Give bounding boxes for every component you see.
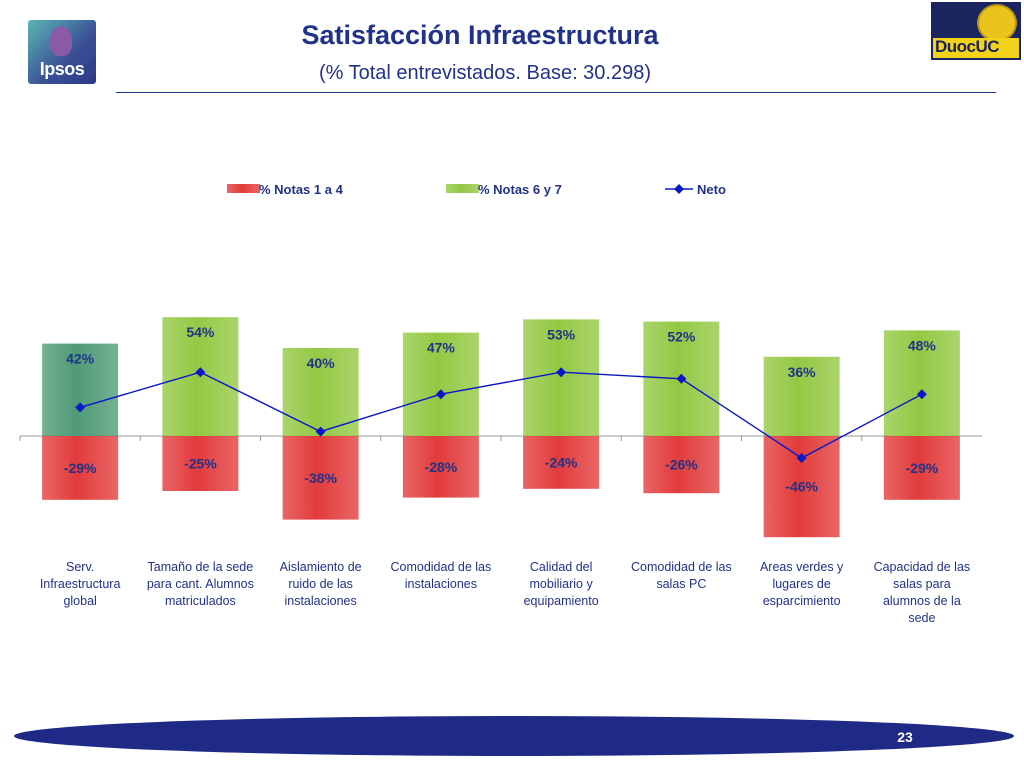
- series-line-neto: [79, 371, 923, 459]
- bar-notas-1-4: [162, 436, 239, 491]
- legend-swatch: [227, 184, 260, 193]
- x-tick-label-line: matriculados: [165, 594, 236, 608]
- duocuc-logo-text: DuocUC: [935, 37, 1000, 56]
- x-tick-label-line: Tamaño de la sede: [148, 560, 254, 574]
- data-label-positive: 47%: [427, 340, 456, 356]
- data-label-positive: 42%: [66, 351, 95, 367]
- x-tick-label-line: Comodidad de las: [390, 560, 491, 574]
- bar-notas-1-4: [42, 436, 119, 500]
- legend-marker: [674, 184, 684, 194]
- x-tick-label: Comodidad de las salas PC: [631, 560, 732, 591]
- data-label-negative: -25%: [184, 456, 217, 472]
- x-tick-label-line: salas PC: [656, 577, 706, 591]
- point-neto: [195, 367, 206, 378]
- point-neto: [916, 389, 927, 400]
- data-label-positive: 54%: [186, 324, 215, 340]
- data-label-negative: -29%: [64, 460, 97, 476]
- data-label-positive: 36%: [788, 364, 817, 380]
- x-tick-label: Areas verdes y lugares de esparcimiento: [760, 560, 844, 608]
- legend-label: % Notas 1 a 4: [259, 182, 344, 197]
- bar-notas-1-4: [883, 436, 960, 500]
- x-tick-label-line: alumnos de la: [883, 594, 961, 608]
- bar-notas-6-7: [523, 319, 600, 436]
- title-divider: [116, 92, 996, 93]
- data-label-negative: -24%: [545, 454, 578, 470]
- duocuc-logo: DuocUC: [931, 2, 1021, 60]
- x-tick-label-line: ruido de las: [288, 577, 353, 591]
- x-tick-label-line: Serv.: [66, 560, 94, 574]
- data-label-negative: -46%: [785, 479, 818, 495]
- x-tick-label: Comodidad de las instalaciones: [390, 560, 491, 591]
- x-tick-label-line: salas para: [893, 577, 951, 591]
- data-label-negative: -29%: [906, 460, 939, 476]
- x-tick-label-line: mobiliario y: [530, 577, 594, 591]
- point-neto: [556, 367, 567, 378]
- bar-notas-1-4: [643, 436, 720, 494]
- bar-notas-1-4: [402, 436, 479, 498]
- legend-swatch: [446, 184, 479, 193]
- legend-label: Neto: [697, 182, 726, 197]
- bar-notas-6-7: [763, 356, 840, 436]
- x-tick-label-line: Infraestructura: [40, 577, 121, 591]
- bar-notas-6-7: [883, 330, 960, 436]
- bar-notas-6-7: [282, 348, 359, 436]
- page-number: 23: [897, 729, 913, 745]
- bar-notas-1-4: [282, 436, 359, 520]
- x-tick-label-line: instalaciones: [405, 577, 477, 591]
- page-title: Satisfacción Infraestructura: [301, 20, 659, 50]
- satisfaction-chart: 42% -29% Serv. Infraestructura global 54% -25%…: [19, 182, 982, 625]
- data-label-positive: 40%: [307, 355, 336, 371]
- logo-band: [933, 38, 1019, 58]
- x-tick-label-line: instalaciones: [284, 594, 356, 608]
- x-tick-label: Calidad del mobiliario y equipamiento: [524, 560, 599, 608]
- data-label-negative: -28%: [425, 459, 458, 475]
- point-neto: [676, 373, 687, 384]
- x-tick-label-line: esparcimiento: [763, 594, 841, 608]
- x-tick-label-line: sede: [908, 611, 935, 625]
- x-tick-label: Aislamiento de ruido de las instalaciones: [280, 560, 362, 608]
- ipsos-logo-text: Ipsos: [39, 59, 85, 79]
- x-tick-label-line: Comodidad de las: [631, 560, 732, 574]
- point-neto: [435, 389, 446, 400]
- data-label-negative: -26%: [665, 457, 698, 473]
- x-tick-label-line: Capacidad de las: [874, 560, 971, 574]
- data-label-positive: 48%: [908, 337, 937, 353]
- x-tick-label-line: lugares de: [772, 577, 830, 591]
- data-label-negative: -38%: [304, 470, 337, 486]
- point-neto: [315, 426, 326, 437]
- x-tick-label: Tamaño de la sede para cant. Alumnos matri…: [147, 560, 254, 608]
- bar-notas-1-4: [763, 436, 840, 538]
- x-tick-label-line: Calidad del: [530, 560, 593, 574]
- footer-bar: [14, 716, 1014, 756]
- point-neto: [75, 402, 86, 413]
- data-label-positive: 52%: [667, 329, 696, 345]
- ipsos-logo: Ipsos: [28, 20, 96, 84]
- point-neto: [796, 453, 807, 463]
- page-subtitle: (% Total entrevistados. Base: 30.298): [318, 62, 652, 84]
- legend-label: % Notas 6 y 7: [478, 182, 562, 197]
- x-tick-label: Serv. Infraestructura global: [40, 560, 121, 608]
- profile-head-icon: [50, 26, 72, 56]
- bar-notas-6-7: [42, 343, 119, 436]
- x-tick-label-line: Areas verdes y: [760, 560, 844, 574]
- x-tick-label-line: para cant. Alumnos: [147, 577, 254, 591]
- bar-notas-1-4: [523, 436, 600, 489]
- data-label-positive: 53%: [547, 326, 576, 342]
- x-tick-label-line: Aislamiento de: [280, 560, 362, 574]
- x-tick-label-line: equipamiento: [524, 594, 599, 608]
- bar-notas-6-7: [402, 332, 479, 436]
- x-tick-label: Capacidad de las salas para alumnos de la s…: [874, 560, 971, 625]
- x-tick-label-line: global: [63, 594, 96, 608]
